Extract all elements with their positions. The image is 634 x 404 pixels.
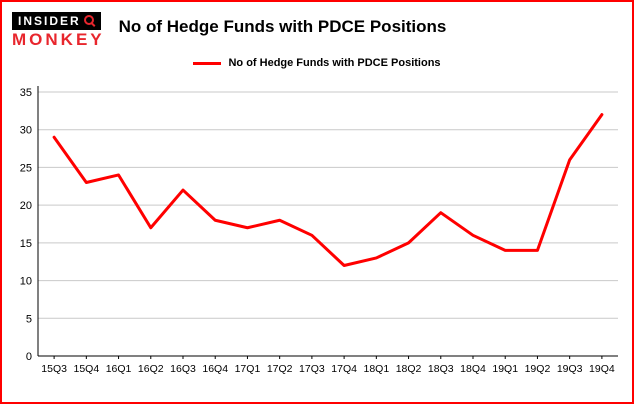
x-tick-label: 19Q3 (557, 363, 583, 375)
y-tick-label: 25 (20, 162, 32, 174)
x-tick-label: 18Q1 (363, 363, 389, 375)
x-tick-label: 17Q4 (331, 363, 357, 375)
x-tick-label: 19Q2 (525, 363, 551, 375)
y-tick-label: 5 (26, 313, 32, 325)
legend-line-swatch (193, 61, 222, 65)
y-tick-label: 15 (20, 238, 32, 250)
y-tick-label: 0 (26, 351, 32, 363)
y-tick-label: 35 (20, 87, 32, 99)
x-tick-label: 16Q2 (138, 363, 164, 375)
y-tick-label: 20 (20, 200, 32, 212)
magnifier-icon (83, 15, 96, 27)
y-tick-label: 10 (20, 276, 32, 288)
logo-text-monkey: MONKEY (12, 30, 105, 49)
x-tick-label: 15Q4 (73, 363, 99, 375)
x-tick-label: 17Q2 (267, 363, 293, 375)
chart-canvas: 0 5 10 15 20 25 30 35 15Q3 15Q4 16Q1 16Q2 16Q3 16Q4 17… (20, 86, 618, 375)
x-tick-label: 15Q3 (41, 363, 67, 375)
x-tick-label: 17Q3 (299, 363, 325, 375)
x-tick-label: 18Q4 (460, 363, 486, 375)
legend-label: No of Hedge Funds with PDCE Positions (228, 57, 441, 69)
y-tick-label: 30 (20, 125, 32, 137)
line-chart: 0 5 10 15 20 25 30 35 15Q3 15Q4 16Q1 16Q2 16Q3 16Q4 17… (2, 74, 632, 401)
legend: No of Hedge Funds with PDCE Positions (2, 52, 632, 74)
x-tick-label: 17Q1 (235, 363, 261, 375)
x-tick-label: 16Q1 (106, 363, 132, 375)
chart-header: INSIDER MONKEY No of Hedge Funds with PD… (2, 2, 632, 50)
logo-top-row: INSIDER (12, 12, 101, 30)
x-tick-label: 18Q2 (396, 363, 422, 375)
insider-monkey-logo: INSIDER MONKEY (12, 12, 105, 48)
x-tick-label: 19Q4 (589, 363, 615, 375)
x-tick-label: 18Q3 (428, 363, 454, 375)
x-tick-label: 19Q1 (492, 363, 518, 375)
logo-text-insider: INSIDER (18, 14, 81, 28)
series-line (52, 113, 604, 267)
page-title: No of Hedge Funds with PDCE Positions (118, 17, 447, 36)
x-tick-label: 16Q4 (202, 363, 228, 375)
x-tick-label: 16Q3 (170, 363, 196, 375)
